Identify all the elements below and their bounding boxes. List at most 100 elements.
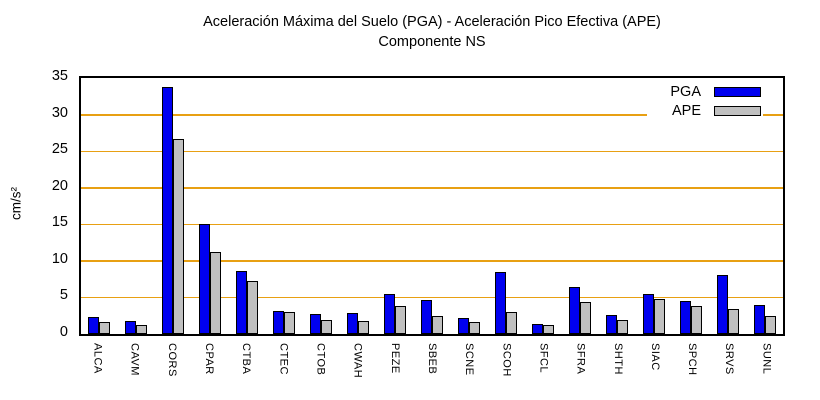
x-label-cell: SUNL (748, 343, 785, 399)
gridline (81, 114, 783, 116)
bar-group-scoh (487, 78, 524, 334)
chart-title: Aceleración Máxima del Suelo (PGA) - Ace… (79, 12, 785, 52)
x-label-cell: SFCL (525, 343, 562, 399)
x-tick-label-sfcl: SFCL (537, 343, 550, 374)
bar-group-sfcl (524, 78, 561, 334)
bar-pga-alca (88, 317, 100, 334)
x-tick-label-cors: CORS (165, 343, 178, 377)
x-label-cell: SBEB (413, 343, 450, 399)
y-tick-label: 5 (59, 287, 68, 304)
x-tick-label-alca: ALCA (91, 343, 104, 374)
plot-area: PGA APE (79, 76, 785, 336)
y-tick-label: 25 (51, 141, 68, 158)
bar-group-cavm (118, 78, 155, 334)
gridline (81, 223, 783, 226)
bar-ape-ctba (247, 281, 259, 334)
bar-ape-sfcl (542, 325, 554, 334)
bar-pga-cwah (347, 312, 359, 334)
legend-label-ape: APE (671, 103, 701, 119)
bar-ape-ctob (321, 320, 333, 334)
bar-ape-ctec (284, 312, 296, 334)
bar-group-spch (672, 78, 709, 334)
bar-pga-scne (458, 317, 469, 334)
gridline (81, 187, 783, 189)
bar-group-ctba (229, 78, 266, 334)
bar-pga-spch (679, 301, 691, 334)
x-tick-label-peze: PEZE (388, 343, 401, 374)
bar-ape-peze (395, 306, 407, 334)
gridline (81, 296, 783, 299)
y-axis-tick-labels: 0 5 10 15 20 25 30 35 (0, 68, 72, 340)
x-label-cell: CTEC (265, 343, 302, 399)
bar-group-sunl (746, 78, 783, 334)
bar-group-shth (598, 78, 635, 334)
x-tick-label-ctba: CTBA (240, 343, 253, 375)
chart-title-line1: Aceleración Máxima del Suelo (PGA) - Ace… (203, 14, 661, 30)
legend-row-ape: APE (653, 103, 761, 119)
gridline (81, 260, 783, 262)
bar-pga-scoh (494, 271, 506, 334)
legend-swatch-pga (714, 87, 761, 97)
legend-label-pga: PGA (670, 84, 701, 100)
bar-pga-sbeb (421, 299, 433, 334)
bars-row (81, 78, 783, 334)
bar-pga-cors (162, 86, 174, 334)
bar-ape-scoh (505, 312, 517, 334)
bar-pga-shth (605, 314, 617, 334)
bar-ape-alca (99, 322, 111, 334)
x-label-cell: CTOB (302, 343, 339, 399)
bar-pga-srvs (716, 274, 728, 334)
legend-swatch-ape (714, 106, 761, 116)
bar-group-scne (451, 78, 488, 334)
x-label-cell: SCNE (451, 343, 488, 399)
bar-pga-cpar (199, 223, 211, 334)
bar-pga-sfra (568, 287, 580, 334)
bar-pga-ctob (310, 313, 322, 334)
x-tick-label-scne: SCNE (463, 343, 476, 376)
y-tick-label: 30 (51, 104, 68, 121)
x-label-cell: ALCA (79, 343, 116, 399)
x-tick-label-shth: SHTH (611, 343, 624, 375)
bar-group-alca (81, 78, 118, 334)
y-tick-label: 0 (59, 324, 68, 340)
x-tick-label-ctec: CTEC (277, 343, 290, 375)
bar-ape-cavm (136, 325, 148, 334)
bar-pga-sfcl (531, 323, 543, 334)
x-label-cell: PEZE (376, 343, 413, 399)
gridline (81, 150, 783, 153)
bar-group-ctec (266, 78, 303, 334)
bar-ape-srvs (727, 309, 739, 334)
bar-pga-peze (384, 293, 396, 334)
x-tick-label-sfra: SFRA (574, 343, 587, 375)
x-tick-label-cpar: CPAR (203, 343, 216, 375)
bar-group-peze (377, 78, 414, 334)
x-label-cell: SCOH (488, 343, 525, 399)
legend-row-pga: PGA (653, 84, 761, 100)
bar-ape-sbeb (432, 315, 444, 334)
x-label-cell: SIAC (636, 343, 673, 399)
x-label-cell: CTBA (228, 343, 265, 399)
x-tick-label-sunl: SUNL (760, 343, 773, 375)
bar-pga-sunl (753, 304, 765, 334)
y-tick-label: 35 (51, 68, 68, 84)
x-tick-label-spch: SPCH (686, 343, 699, 376)
bar-pga-ctba (236, 271, 248, 334)
x-label-cell: SPCH (674, 343, 711, 399)
bar-ape-sunl (764, 316, 776, 334)
bar-ape-cors (173, 138, 185, 334)
x-label-cell: SFRA (562, 343, 599, 399)
x-axis-tick-labels: ALCA CAVM CORS CPAR CTBA CTEC CTOB CWAH PEZE SBEB… (79, 343, 785, 399)
legend: PGA APE (647, 82, 763, 123)
x-label-cell: SHTH (599, 343, 636, 399)
bar-ape-spch (690, 306, 702, 334)
x-tick-label-sbeb: SBEB (425, 343, 438, 375)
x-tick-label-ctob: CTOB (314, 343, 327, 376)
bar-group-ctob (303, 78, 340, 334)
y-tick-label: 15 (51, 214, 68, 231)
bar-group-cors (155, 78, 192, 334)
x-tick-label-siac: SIAC (648, 343, 661, 371)
bar-pga-cavm (125, 320, 137, 334)
y-tick-label: 20 (51, 177, 68, 194)
chart-title-line2: Componente NS (378, 34, 486, 50)
